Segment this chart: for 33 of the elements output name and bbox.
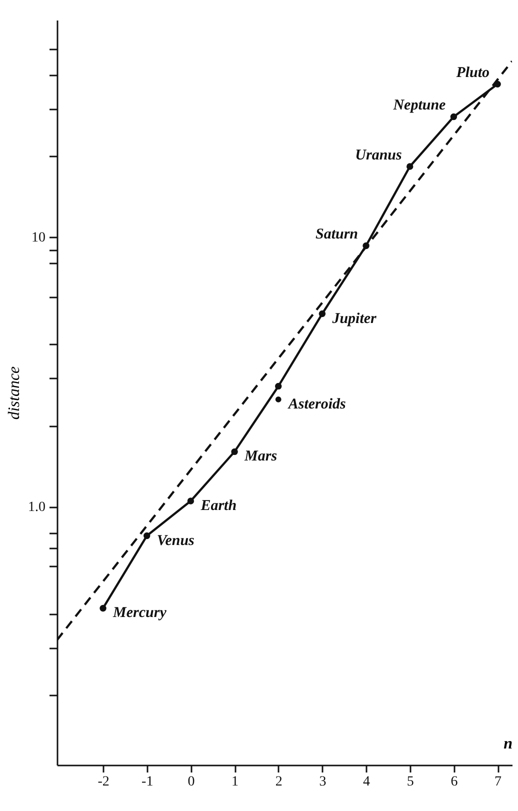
annotation: Asteroids: [287, 396, 346, 412]
annotation: Saturn: [315, 226, 358, 243]
x-tick-label: 2: [275, 774, 282, 790]
x-tick-label: 1: [232, 774, 239, 790]
point: [187, 498, 194, 504]
annotation: Jupiter: [331, 310, 377, 327]
point: [318, 310, 326, 318]
point: [275, 396, 282, 402]
point: [231, 448, 238, 456]
annotation: Venus: [156, 532, 195, 549]
x-tick-label: 7: [494, 774, 502, 790]
x-tick-label: 5: [406, 774, 414, 790]
annotation: Pluto: [456, 65, 490, 82]
x-tick-label: 6: [450, 774, 458, 790]
annotation: Neptune: [392, 98, 446, 114]
y-tick-label: 1.0: [28, 500, 46, 516]
x-tick-label: -1: [142, 774, 154, 790]
annotation: Uranus: [355, 148, 402, 164]
x-axis-title: n: [504, 736, 513, 752]
annotation: Mercury: [112, 605, 167, 622]
y-tick-label: 10: [32, 230, 46, 246]
point: [275, 382, 282, 390]
x-tick-label: 4: [363, 774, 370, 790]
point: [406, 163, 414, 170]
annotation: Earth: [200, 498, 237, 514]
y-axis-title: distance: [6, 366, 23, 420]
x-tick-label: -2: [98, 774, 110, 790]
point: [100, 604, 106, 612]
point: [144, 532, 150, 540]
annotation: Mars: [244, 448, 278, 465]
x-tick-label: 3: [319, 774, 326, 790]
point: [450, 113, 458, 120]
x-tick-label: 0: [188, 774, 195, 790]
